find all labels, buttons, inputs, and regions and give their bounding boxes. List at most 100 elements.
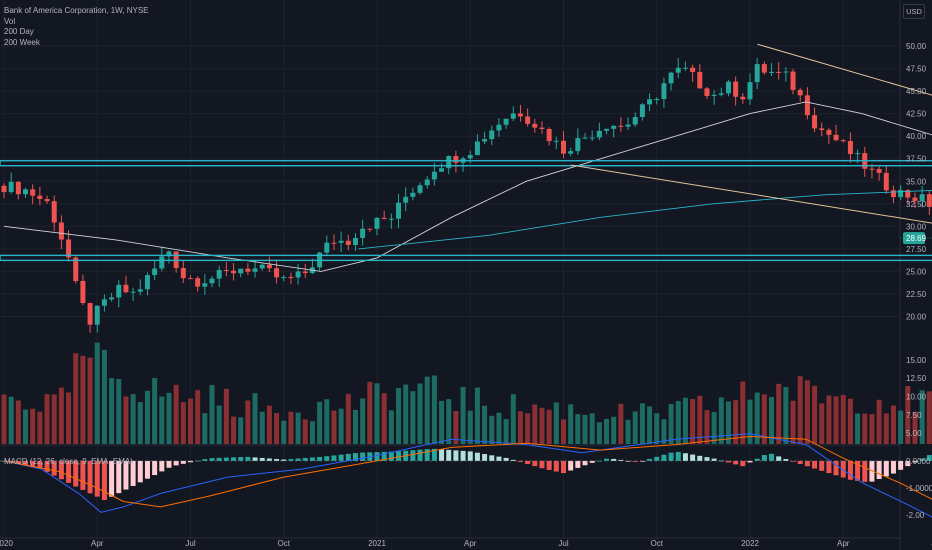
volume-bar — [1, 394, 7, 444]
candle-body — [367, 228, 373, 230]
candle-body — [682, 67, 688, 69]
macd-histogram-bar — [87, 460, 93, 494]
candle-body — [23, 189, 29, 195]
volume-bar — [453, 410, 459, 444]
volume-bar — [439, 400, 445, 444]
volume-bar — [510, 394, 516, 444]
candle-body — [740, 96, 746, 100]
volume-bar — [403, 384, 409, 444]
macd-histogram-bar — [8, 460, 14, 463]
volume-bar — [460, 387, 466, 444]
signal-line — [3, 435, 932, 508]
candle-body — [51, 201, 57, 223]
volume-bar — [73, 353, 79, 444]
volume-bar — [747, 399, 753, 444]
volume-bar — [582, 414, 588, 444]
lower-trendline — [570, 164, 932, 224]
candle-body — [73, 257, 79, 281]
price-tick-label: 35.00 — [906, 177, 927, 186]
candle-body — [396, 202, 402, 219]
macd-histogram-bar — [790, 460, 796, 462]
candle-body — [345, 240, 351, 245]
candle-body — [489, 130, 495, 140]
macd-histogram-bar — [209, 458, 215, 461]
macd-histogram-bar — [855, 460, 861, 481]
candle-body — [374, 217, 380, 229]
candle-body — [890, 190, 896, 198]
volume-bar — [123, 396, 129, 444]
volume-bar — [611, 416, 617, 444]
candle-body — [826, 129, 832, 135]
volume-bar — [144, 390, 150, 444]
macd-tick-label: 0.0000 — [906, 457, 931, 466]
candle-body — [632, 116, 638, 125]
candle-body — [833, 134, 839, 141]
macd-histogram-bar — [611, 458, 617, 461]
volume-bar — [704, 410, 710, 444]
macd-histogram-bar — [812, 460, 818, 469]
volume-bar — [546, 409, 552, 444]
candle-body — [109, 297, 115, 300]
candle-body — [783, 71, 789, 73]
macd-histogram-bar — [926, 455, 932, 461]
macd-histogram-bar — [73, 460, 79, 487]
volume-bar — [137, 402, 143, 444]
candle-body — [231, 270, 237, 274]
candle-body — [66, 239, 72, 258]
candle-body — [482, 139, 488, 142]
volume-bar — [15, 400, 21, 444]
currency-button[interactable]: USD — [903, 4, 925, 19]
macd-legend: MACD (12, 26, close, 9, EMA, EMA) — [4, 457, 133, 466]
macd-histogram-bar — [474, 452, 480, 461]
volume-bar — [66, 392, 72, 444]
volume-bar — [223, 388, 229, 444]
macd-histogram-bar — [446, 449, 452, 461]
volume-bar — [109, 378, 115, 444]
volume-bar — [517, 411, 523, 444]
candle-body — [647, 99, 653, 105]
time-tick-label: Jul — [558, 539, 568, 548]
volume-bar — [324, 399, 330, 444]
macd-histogram-bar — [137, 460, 143, 483]
macd-histogram-bar — [15, 460, 21, 465]
macd-histogram-bar — [51, 460, 57, 476]
macd-histogram-bar — [467, 451, 473, 461]
macd-histogram-bar — [704, 457, 710, 461]
macd-histogram-bar — [44, 460, 50, 472]
macd-histogram-bar — [274, 459, 280, 461]
macd-histogram-bar — [58, 460, 64, 480]
volume-bar — [503, 419, 509, 444]
volume-bar — [396, 388, 402, 444]
volume-bar — [639, 403, 645, 444]
volume-bar — [855, 413, 861, 444]
macd-histogram-bar — [109, 460, 115, 497]
volume-bar — [697, 395, 703, 444]
candle-body — [582, 137, 588, 139]
volume-bar — [539, 407, 545, 444]
candle-body — [668, 72, 674, 84]
candle-body — [561, 140, 566, 154]
candle-body — [855, 153, 861, 155]
volume-bar — [80, 355, 86, 444]
volume-bar — [725, 401, 731, 444]
candle-body — [510, 113, 516, 119]
volume-bar — [352, 409, 358, 444]
macd-histogram-bar — [374, 452, 380, 461]
macd-histogram-bar — [639, 460, 645, 462]
candle-body — [381, 217, 387, 219]
volume-bar — [575, 414, 581, 444]
macd-histogram-bar — [532, 460, 538, 467]
volume-bar — [159, 396, 165, 444]
candle-body — [625, 124, 631, 127]
macd-histogram-bar — [510, 459, 516, 461]
macd-histogram-bar — [869, 460, 875, 482]
macd-histogram-bar — [388, 451, 394, 461]
macd-histogram-bar — [682, 453, 688, 461]
volume-bar — [188, 398, 193, 444]
price-tick-label: 45.00 — [906, 87, 927, 96]
candle-body — [188, 278, 193, 280]
candle-body — [790, 71, 796, 90]
candle-body — [302, 271, 308, 274]
volume-bar — [819, 403, 825, 444]
